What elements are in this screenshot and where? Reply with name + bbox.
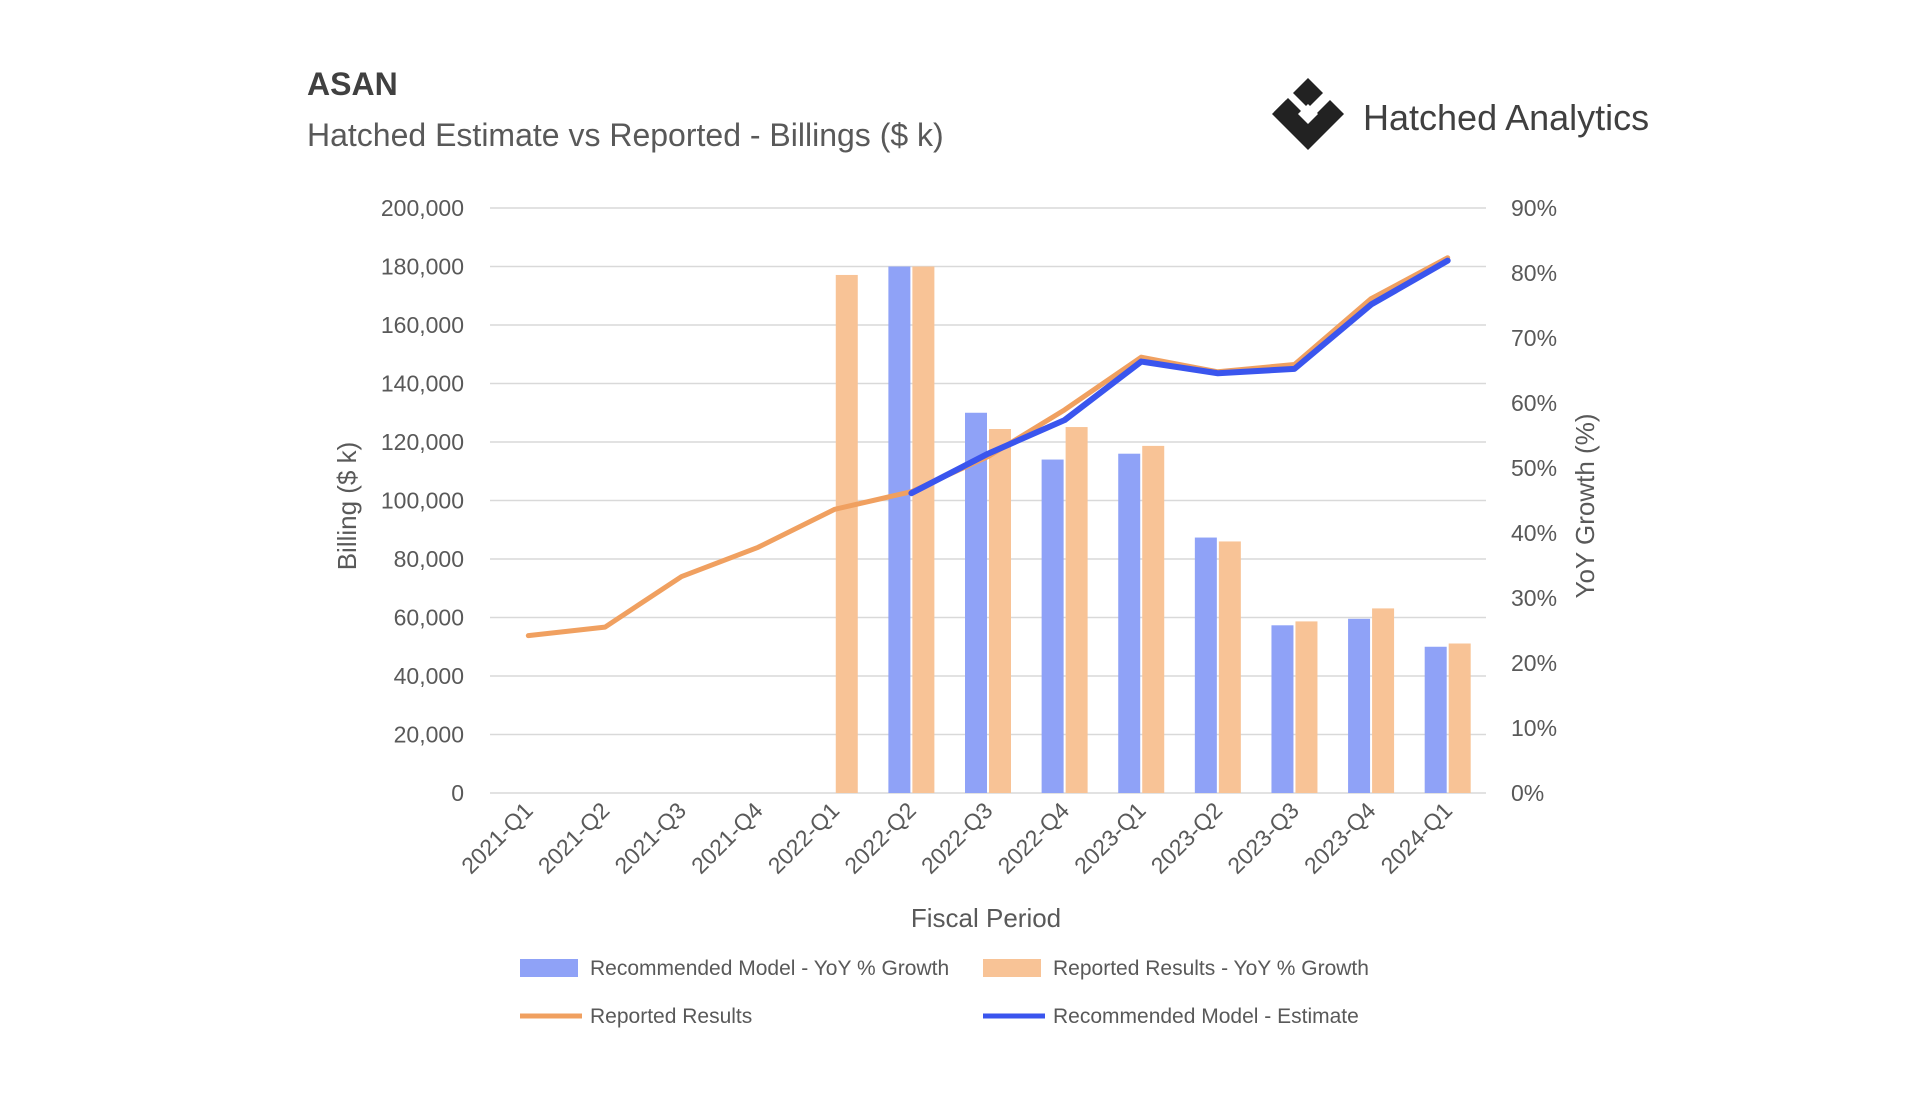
x-tick-label: 2022-Q4 bbox=[992, 797, 1074, 879]
legend-recommended-estimate: Recommended Model - Estimate bbox=[983, 1005, 1359, 1028]
y-tick-label: 180,000 bbox=[381, 254, 464, 280]
recommended-growth-bar bbox=[1348, 618, 1371, 793]
reported-growth-bar bbox=[835, 274, 858, 793]
reported-growth-bar bbox=[1448, 643, 1471, 793]
x-tick-label: 2023-Q2 bbox=[1146, 797, 1228, 879]
y-tick-label: 140,000 bbox=[381, 371, 464, 397]
x-axis-title: Fiscal Period bbox=[911, 903, 1061, 933]
recommended-growth-bar bbox=[965, 412, 987, 793]
left-axis-ticks: 0 20,000 40,000 60,000 80,000 100,000 120,000 1… bbox=[381, 195, 464, 806]
recommended-growth-bar bbox=[1041, 459, 1064, 793]
y2-tick-label: 50% bbox=[1511, 455, 1557, 481]
bars bbox=[835, 266, 1471, 793]
reported-results-line bbox=[525, 255, 1451, 639]
y2-tick-label: 80% bbox=[1511, 260, 1557, 286]
reported-growth-bar bbox=[989, 429, 1011, 793]
reported-growth-bar bbox=[1218, 541, 1241, 793]
right-axis-ticks: 0% 10% 20% 30% 40% 50% 60% 70% 80% 90% bbox=[1511, 195, 1557, 806]
recommended-growth-bar bbox=[1118, 453, 1141, 793]
legend-swatch bbox=[520, 959, 578, 977]
y-tick-label: 200,000 bbox=[381, 195, 464, 221]
y-tick-label: 40,000 bbox=[394, 663, 464, 689]
y2-tick-label: 0% bbox=[1511, 780, 1544, 806]
y-axis-title: Billing ($ k) bbox=[332, 442, 362, 571]
x-tick-label: 2022-Q3 bbox=[916, 797, 998, 879]
recommended-growth-bar bbox=[1271, 625, 1294, 793]
legend-label: Recommended Model - YoY % Growth bbox=[590, 957, 949, 980]
x-tick-label: 2021-Q2 bbox=[533, 797, 615, 879]
y-tick-label: 0 bbox=[451, 780, 464, 806]
y2-tick-label: 70% bbox=[1511, 325, 1557, 351]
recommended-growth-bar bbox=[1194, 537, 1217, 793]
y2-tick-label: 30% bbox=[1511, 585, 1557, 611]
y-tick-label: 160,000 bbox=[381, 312, 464, 338]
x-axis-ticks: 2021-Q12021-Q22021-Q32021-Q42022-Q12022-… bbox=[456, 797, 1457, 879]
legend: Recommended Model - YoY % Growth Reported… bbox=[520, 957, 1369, 1028]
reported-growth-bar bbox=[1372, 608, 1395, 793]
lines bbox=[525, 255, 1451, 639]
chart-subtitle: Hatched Estimate vs Reported - Billings … bbox=[307, 117, 944, 153]
y-tick-label: 80,000 bbox=[394, 546, 464, 572]
y-tick-label: 120,000 bbox=[381, 429, 464, 455]
reported-growth-bar bbox=[1065, 427, 1088, 793]
legend-label: Recommended Model - Estimate bbox=[1053, 1005, 1359, 1028]
x-tick-label: 2023-Q4 bbox=[1299, 797, 1381, 879]
x-tick-label: 2024-Q1 bbox=[1376, 797, 1458, 879]
reported-growth-bar bbox=[912, 266, 935, 793]
x-tick-label: 2022-Q2 bbox=[839, 797, 921, 879]
legend-reported-results: Reported Results bbox=[520, 1005, 752, 1028]
x-tick-label: 2021-Q3 bbox=[609, 797, 691, 879]
recommended-growth-bar bbox=[1424, 646, 1447, 793]
y2-axis-title: YoY Growth (%) bbox=[1570, 414, 1600, 599]
reported-growth-bar bbox=[1142, 445, 1165, 793]
y-tick-label: 20,000 bbox=[394, 722, 464, 748]
y-tick-label: 60,000 bbox=[394, 605, 464, 631]
y2-tick-label: 90% bbox=[1511, 195, 1557, 221]
chart-ticker: ASAN bbox=[307, 66, 398, 102]
x-tick-label: 2021-Q1 bbox=[456, 797, 538, 879]
y2-tick-label: 60% bbox=[1511, 390, 1557, 416]
gridlines bbox=[490, 207, 1486, 794]
legend-recommended-growth: Recommended Model - YoY % Growth bbox=[520, 957, 949, 980]
hatched-logo-icon bbox=[1272, 78, 1344, 150]
legend-reported-growth: Reported Results - YoY % Growth bbox=[983, 957, 1369, 980]
y-tick-label: 100,000 bbox=[381, 488, 464, 514]
x-tick-label: 2023-Q3 bbox=[1222, 797, 1304, 879]
brand-logo: Hatched Analytics bbox=[1272, 78, 1649, 150]
reported-growth-bar bbox=[1295, 621, 1318, 793]
legend-label: Reported Results - YoY % Growth bbox=[1053, 957, 1369, 980]
legend-swatch bbox=[983, 959, 1041, 977]
x-tick-label: 2023-Q1 bbox=[1069, 797, 1151, 879]
x-tick-label: 2021-Q4 bbox=[686, 797, 768, 879]
legend-label: Reported Results bbox=[590, 1005, 752, 1028]
y2-tick-label: 10% bbox=[1511, 715, 1557, 741]
x-tick-label: 2022-Q1 bbox=[763, 797, 845, 879]
recommended-estimate-line bbox=[908, 257, 1451, 497]
recommended-growth-bar bbox=[888, 266, 911, 793]
y2-tick-label: 20% bbox=[1511, 650, 1557, 676]
y2-tick-label: 40% bbox=[1511, 520, 1557, 546]
brand-name: Hatched Analytics bbox=[1363, 97, 1649, 138]
